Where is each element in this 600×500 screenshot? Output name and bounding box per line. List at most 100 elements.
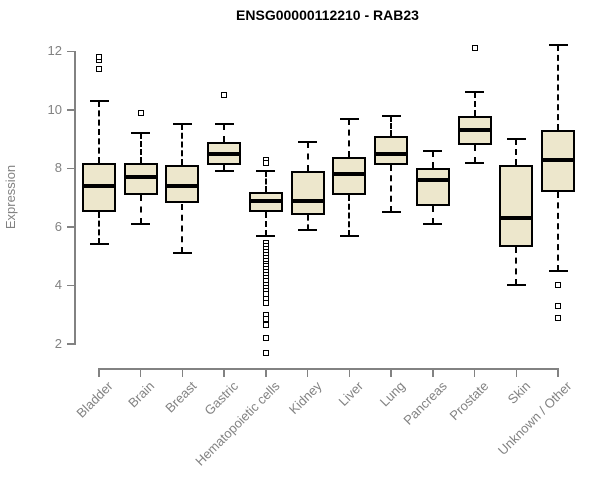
outlier-point — [262, 159, 269, 166]
upper-whisker-cap — [381, 114, 401, 117]
y-tick-label: 6 — [54, 218, 62, 234]
upper-whisker-cap — [423, 149, 443, 152]
median-line — [290, 198, 325, 203]
outlier-point — [262, 300, 269, 307]
outlier-point — [555, 282, 562, 289]
x-tick-label: Gastric — [201, 378, 242, 419]
x-tick-mark — [98, 368, 100, 377]
lower-whisker — [139, 194, 142, 224]
outlier-point — [555, 302, 562, 309]
y-axis-label: Expression — [3, 164, 18, 230]
outlier-point — [262, 349, 269, 356]
box-skin — [499, 165, 534, 248]
x-tick-label: Brain — [125, 378, 158, 411]
median-line — [332, 172, 367, 177]
x-tick-label: Lung — [376, 378, 409, 410]
lower-whisker-cap — [89, 243, 109, 246]
y-tick-mark — [67, 50, 75, 53]
y-tick-mark — [67, 284, 75, 287]
x-tick-label: Liver — [335, 378, 367, 409]
lower-whisker — [473, 144, 476, 163]
upper-whisker — [557, 45, 560, 131]
upper-whisker — [348, 118, 351, 157]
outlier-point — [262, 321, 269, 328]
upper-whisker-cap — [548, 44, 568, 47]
outlier-point — [221, 92, 228, 99]
median-line — [165, 183, 200, 188]
upper-whisker — [181, 124, 184, 166]
lower-whisker-cap — [339, 234, 359, 237]
upper-whisker-cap — [89, 100, 109, 103]
x-tick-label: Hematopoietic cells — [192, 378, 283, 469]
x-tick-label: Prostate — [446, 378, 492, 424]
upper-whisker-cap — [131, 132, 151, 135]
x-tick-mark — [557, 368, 559, 377]
y-tick-label: 10 — [47, 101, 62, 117]
x-tick-mark — [432, 368, 434, 377]
outlier-point — [96, 54, 102, 61]
upper-whisker-cap — [256, 170, 276, 173]
chart-title: ENSG00000112210 - RAB23 — [236, 7, 419, 23]
lower-whisker — [264, 212, 267, 236]
y-axis-line — [74, 51, 76, 346]
lower-whisker — [515, 247, 518, 286]
median-line — [248, 198, 283, 203]
lower-whisker-cap — [548, 269, 568, 272]
upper-whisker — [98, 101, 100, 163]
upper-whisker — [515, 139, 518, 166]
median-line — [415, 178, 450, 183]
lower-whisker — [348, 194, 351, 236]
lower-whisker — [181, 203, 184, 254]
y-tick-label: 8 — [54, 160, 62, 176]
y-tick-mark — [67, 109, 75, 111]
upper-whisker — [139, 133, 142, 163]
upper-whisker — [390, 115, 393, 137]
lower-whisker-cap — [381, 211, 401, 214]
upper-whisker — [306, 142, 309, 172]
x-tick-label: Skin — [504, 378, 534, 407]
outlier-point — [262, 335, 269, 342]
x-tick-mark — [139, 368, 142, 377]
y-tick-mark — [67, 226, 75, 228]
x-tick-label: Pancreas — [400, 378, 450, 428]
outlier-point — [471, 45, 478, 52]
median-line — [374, 151, 409, 156]
lower-whisker — [98, 212, 100, 245]
box-lung — [374, 136, 409, 166]
median-line — [123, 175, 158, 180]
lower-whisker-cap — [256, 234, 276, 237]
lower-whisker-cap — [214, 170, 234, 173]
upper-whisker-cap — [339, 117, 359, 120]
y-tick-mark — [67, 343, 75, 345]
upper-whisker-cap — [214, 123, 234, 126]
upper-whisker-cap — [298, 141, 318, 144]
box-kidney — [290, 171, 325, 216]
x-tick-label: Unknown / Other — [495, 378, 575, 458]
x-tick-label: Kidney — [285, 378, 325, 418]
x-tick-mark — [223, 368, 225, 377]
x-tick-label: Breast — [162, 378, 200, 416]
y-tick-label: 12 — [47, 43, 62, 59]
median-line — [457, 128, 492, 133]
y-tick-label: 4 — [54, 277, 62, 293]
y-tick-label: 2 — [54, 336, 62, 351]
x-tick-mark — [306, 368, 309, 377]
x-tick-mark — [348, 368, 351, 377]
outlier-point — [262, 316, 269, 323]
upper-whisker-cap — [506, 138, 526, 141]
lower-whisker-cap — [172, 252, 192, 255]
median-line — [82, 183, 116, 188]
median-line — [499, 216, 534, 221]
median-line — [207, 151, 242, 156]
x-tick-mark — [515, 368, 518, 377]
upper-whisker-cap — [172, 123, 192, 126]
x-tick-mark — [265, 368, 267, 377]
outlier-point — [137, 109, 144, 116]
lower-whisker — [390, 165, 393, 213]
upper-whisker — [264, 171, 267, 192]
lower-whisker — [223, 165, 226, 172]
lower-whisker — [557, 191, 560, 271]
lower-whisker-cap — [506, 284, 526, 287]
lower-whisker-cap — [465, 161, 485, 164]
